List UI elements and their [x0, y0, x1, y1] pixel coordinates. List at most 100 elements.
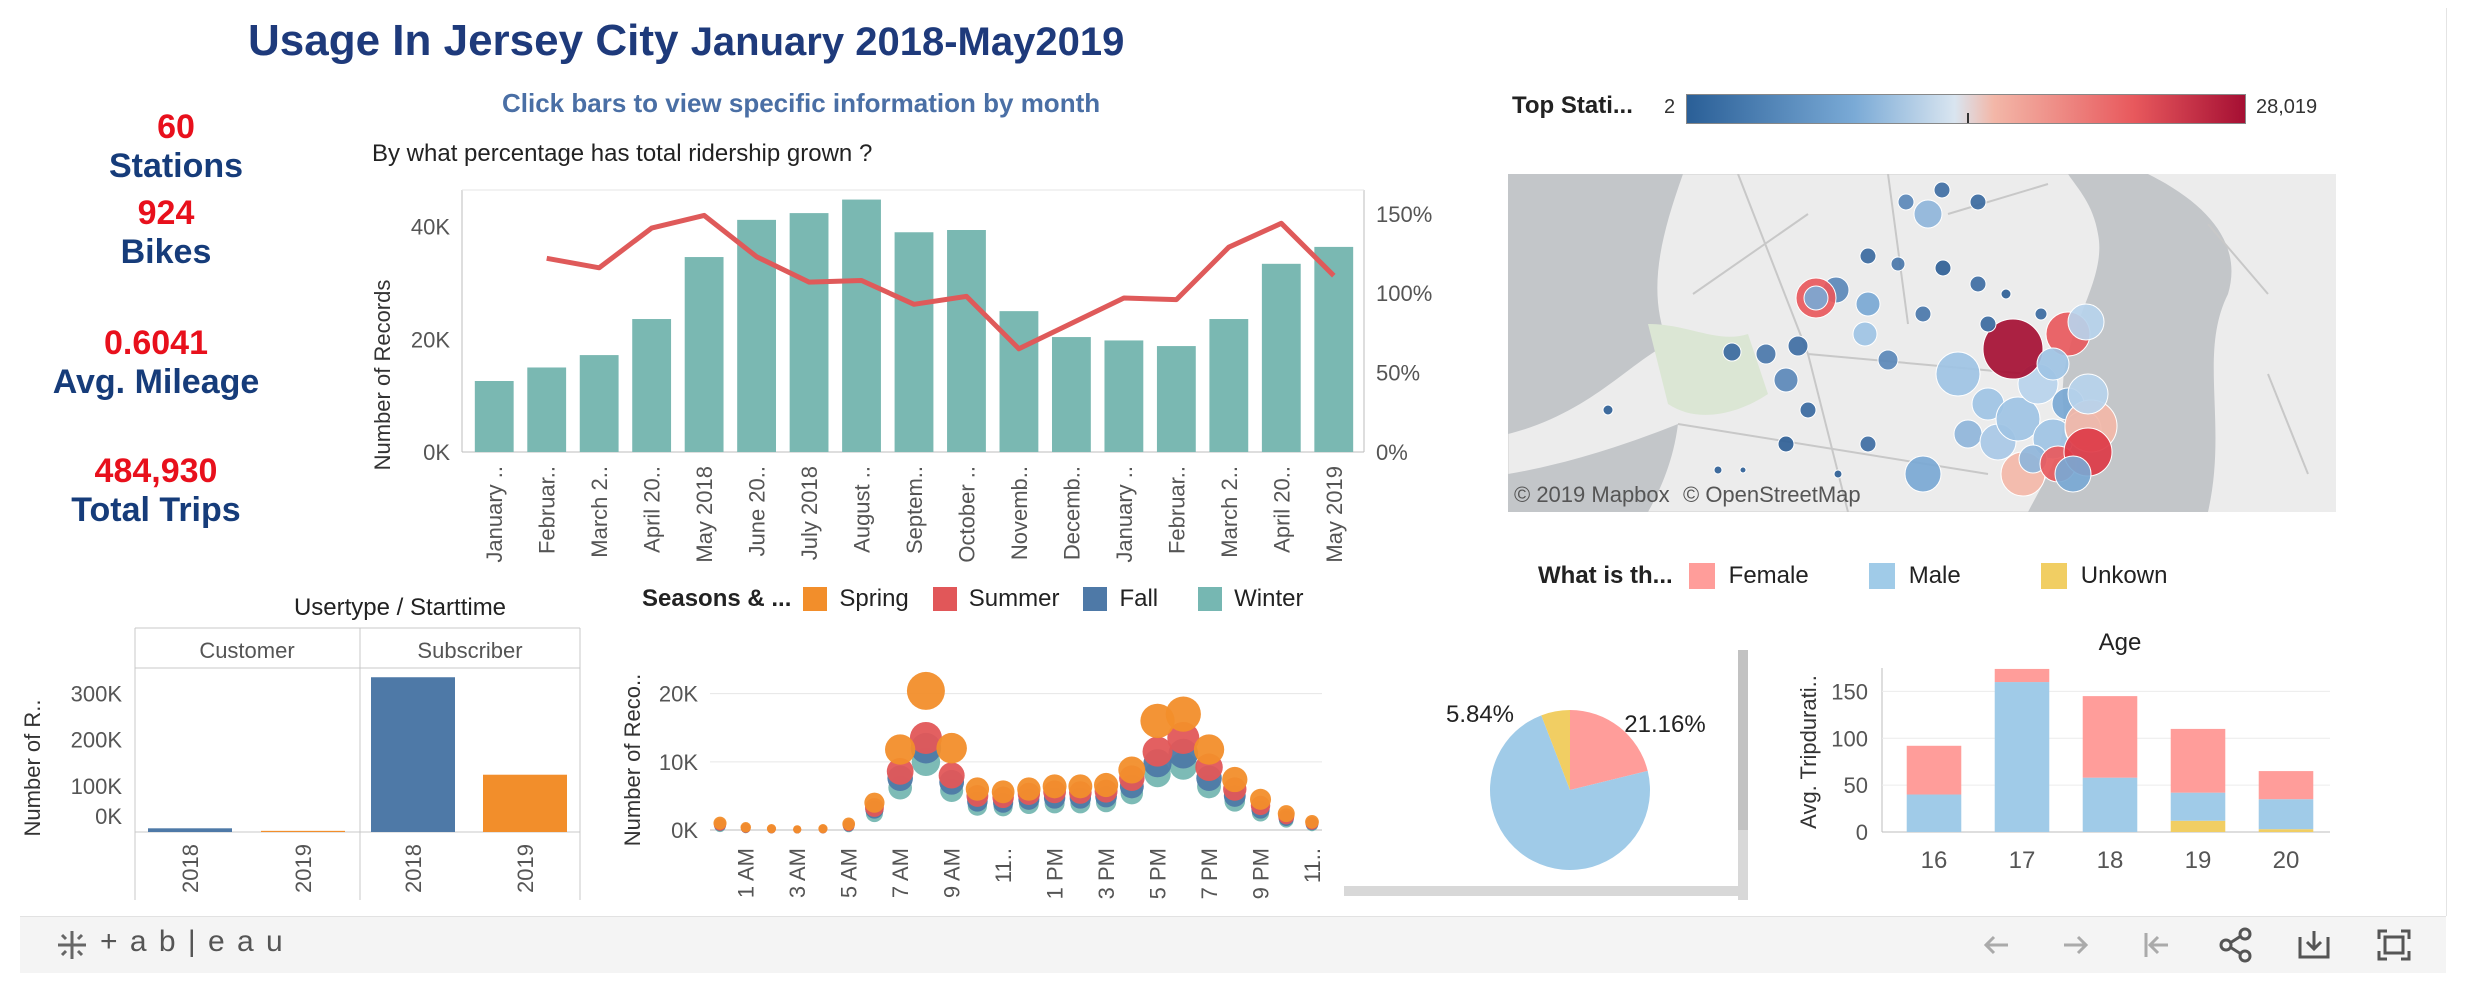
station-bubble[interactable] [2036, 347, 2070, 381]
hourly-point[interactable] [1193, 734, 1225, 765]
age-chart[interactable]: Age Avg. Tripdurati.. 150 100 50 0 16 17 18 19… [1780, 622, 2340, 912]
legend-winter[interactable]: Winter [1234, 585, 1304, 612]
station-bubble[interactable] [1935, 351, 1981, 397]
hourly-point[interactable] [938, 762, 965, 789]
legend-female[interactable]: Female [1728, 562, 1809, 589]
monthly-bar[interactable] [527, 367, 567, 452]
station-bubble[interactable] [1995, 396, 2041, 442]
station-bubble[interactable] [2054, 455, 2092, 493]
age-bar-segment[interactable] [2258, 799, 2314, 830]
station-bubble[interactable] [1979, 315, 1997, 333]
hourly-point[interactable] [864, 792, 885, 813]
monthly-bar[interactable] [894, 232, 934, 452]
monthly-bars[interactable] [474, 199, 1354, 452]
osm-attribution[interactable]: © OpenStreetMap [1683, 482, 1861, 507]
station-bubble[interactable] [1755, 343, 1777, 365]
monthly-bar[interactable] [1051, 337, 1091, 452]
pie-slice[interactable] [1570, 710, 1648, 790]
station-color-scale[interactable] [1686, 94, 2246, 124]
station-bubble[interactable] [1773, 367, 1799, 393]
hourly-point[interactable] [909, 721, 942, 754]
hourly-scatter-chart[interactable]: Number of Reco.. 20K 10K 0K 1 AM 3 AM 5 AM 7 … [610, 640, 1330, 910]
hourly-point[interactable] [906, 671, 945, 710]
hourly-point[interactable] [713, 816, 727, 830]
pie-slice[interactable] [1489, 715, 1650, 871]
age-bar-segment[interactable] [1906, 745, 1962, 795]
station-bubble[interactable] [1914, 305, 1932, 323]
station-bubble[interactable] [1913, 199, 1943, 229]
monthly-bar[interactable] [1104, 340, 1144, 452]
monthly-bar[interactable] [632, 319, 672, 452]
gender-pie-chart[interactable]: 5.84% 21.16% [1340, 640, 1760, 910]
station-bubble[interactable] [1877, 349, 1899, 371]
hourly-point[interactable] [1093, 772, 1119, 798]
legend-fall[interactable]: Fall [1119, 585, 1159, 612]
hourly-point[interactable] [818, 824, 828, 834]
age-bar-segment[interactable] [1994, 668, 2050, 683]
station-bubble[interactable] [1855, 291, 1881, 317]
hourly-point[interactable] [1068, 774, 1093, 799]
station-bubble[interactable] [1859, 435, 1877, 453]
pie-scrollbar-v-thumb[interactable] [1738, 650, 1748, 830]
map-station-bubbles[interactable] [1602, 181, 2118, 497]
legend-unknown[interactable]: Unkown [2080, 562, 2168, 589]
age-bar-segment[interactable] [2258, 829, 2314, 832]
station-bubble[interactable] [1722, 342, 1742, 362]
hourly-point[interactable] [1305, 814, 1319, 829]
hourly-point[interactable] [1167, 721, 1200, 754]
age-bar-segment[interactable] [2082, 696, 2138, 778]
monthly-bar[interactable] [1156, 346, 1196, 452]
station-bubble[interactable] [1904, 455, 1942, 493]
mapbox-attribution[interactable]: © 2019 Mapbox [1514, 482, 1670, 507]
monthly-bar[interactable] [579, 355, 619, 452]
age-bar-segment[interactable] [1994, 682, 2050, 832]
hourly-point[interactable] [965, 777, 990, 801]
station-bubble[interactable] [1803, 285, 1829, 311]
hourly-point[interactable] [1250, 788, 1272, 810]
pie-slice[interactable] [1541, 710, 1570, 790]
usertype-bars[interactable] [148, 677, 567, 832]
undo-icon[interactable] [1980, 929, 2012, 961]
download-icon[interactable] [2296, 927, 2332, 963]
monthly-bar[interactable] [1209, 319, 1249, 452]
hourly-point[interactable] [886, 757, 914, 785]
tableau-logo-icon[interactable] [54, 927, 90, 963]
hourly-point[interactable] [1277, 805, 1295, 823]
tableau-brand[interactable]: + a b | e a u [100, 925, 285, 958]
hourly-point[interactable] [766, 824, 777, 834]
station-bubble[interactable] [2000, 288, 2012, 300]
hourly-point[interactable] [1042, 774, 1067, 799]
station-bubble[interactable] [1933, 181, 1951, 199]
station-bubble[interactable] [2034, 307, 2048, 321]
station-bubble[interactable] [1897, 193, 1915, 211]
hourly-point[interactable] [1142, 736, 1173, 767]
station-bubble[interactable] [1852, 321, 1878, 347]
station-bubble[interactable] [1713, 465, 1723, 475]
monthly-bar[interactable] [1261, 263, 1301, 452]
monthly-bar[interactable] [947, 230, 986, 452]
hourly-point[interactable] [936, 732, 967, 764]
age-bar-segment[interactable] [1906, 794, 1962, 832]
legend-male[interactable]: Male [1908, 562, 1961, 589]
station-bubble[interactable] [1969, 275, 1987, 293]
station-bubble[interactable] [1777, 435, 1795, 453]
hourly-point[interactable] [991, 780, 1015, 804]
fullscreen-icon[interactable] [2376, 927, 2412, 963]
usertype-bar[interactable] [483, 774, 567, 832]
station-bubble[interactable] [1787, 335, 1809, 357]
station-bubble[interactable] [1739, 466, 1747, 474]
age-bar-segment[interactable] [2082, 777, 2138, 832]
age-bar-segment[interactable] [2170, 820, 2226, 832]
redo-icon[interactable] [2060, 929, 2092, 961]
station-bubble[interactable] [2067, 373, 2109, 415]
hourly-point[interactable] [1165, 696, 1201, 732]
hourly-points[interactable] [713, 671, 1319, 834]
station-bubble[interactable] [1934, 259, 1952, 277]
station-bubble[interactable] [1969, 193, 1987, 211]
station-bubble[interactable] [1833, 469, 1843, 479]
hourly-point[interactable] [842, 817, 856, 831]
usertype-bar[interactable] [261, 830, 345, 832]
monthly-bar[interactable] [1314, 246, 1354, 452]
share-icon[interactable] [2218, 927, 2254, 963]
hourly-point[interactable] [1118, 756, 1146, 784]
